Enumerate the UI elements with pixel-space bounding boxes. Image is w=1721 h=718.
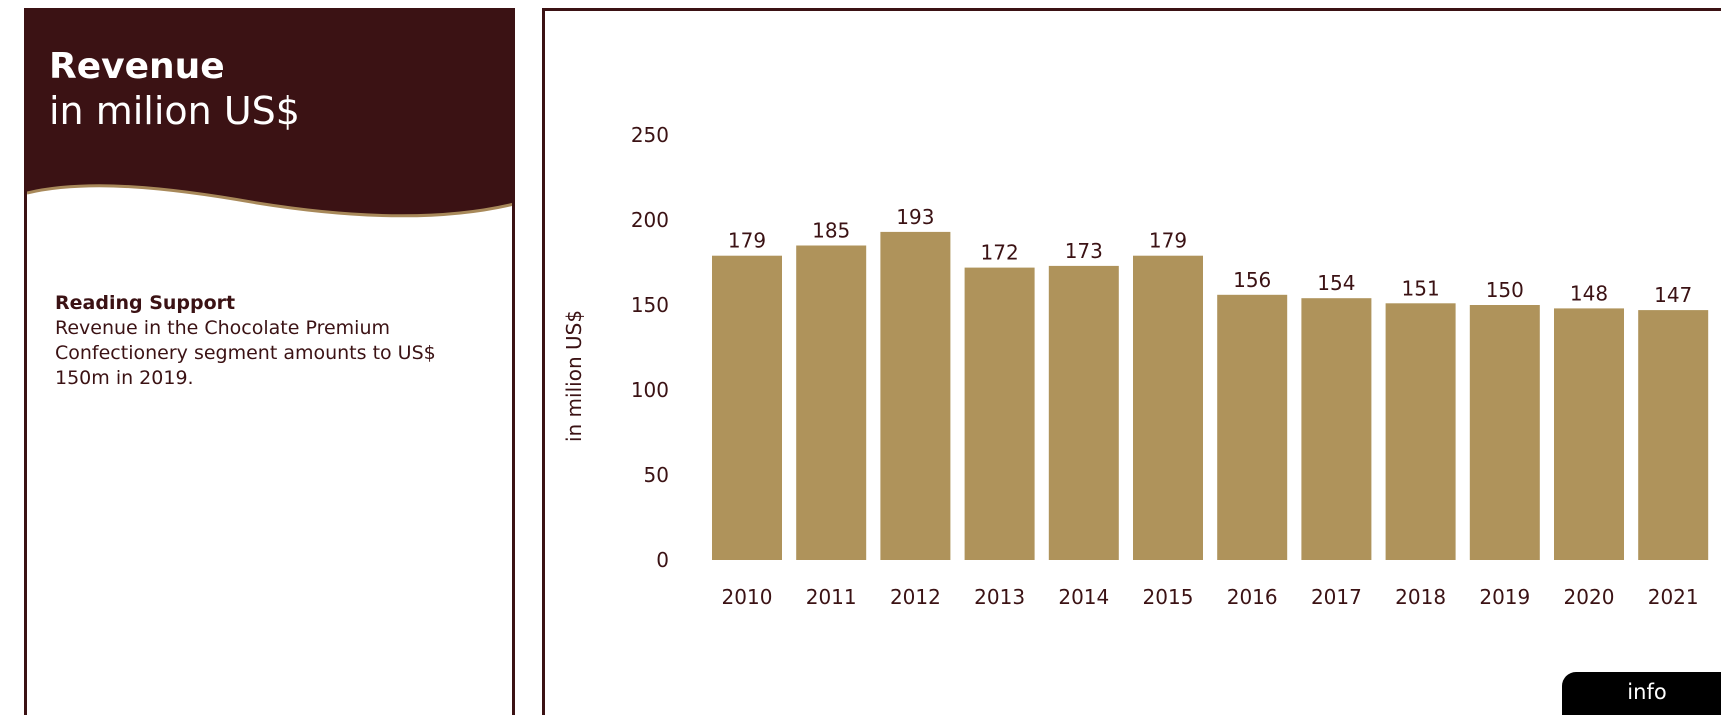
x-tick-label: 2019 bbox=[1479, 585, 1530, 609]
x-tick-label: 2014 bbox=[1058, 585, 1109, 609]
revenue-bar-chart: in milion US$ 0 50 100 150 200 250 179 2010 185 2… bbox=[562, 123, 1709, 609]
header-wave-line bbox=[27, 184, 512, 218]
bar-value-label: 156 bbox=[1233, 268, 1271, 292]
bar bbox=[712, 255, 782, 560]
bar-value-label: 172 bbox=[981, 241, 1019, 265]
bar bbox=[1301, 298, 1372, 560]
x-tick-label: 2016 bbox=[1227, 585, 1278, 609]
bar bbox=[1048, 265, 1119, 560]
bar bbox=[1554, 308, 1624, 560]
chart-panel: in milion US$ 0 50 100 150 200 250 179 2010 185 2… bbox=[542, 8, 1721, 715]
title-block: Revenue in milion US$ bbox=[49, 45, 300, 133]
y-tick-label: 50 bbox=[644, 463, 669, 487]
bar bbox=[964, 267, 1035, 560]
bar-value-label: 147 bbox=[1654, 283, 1692, 307]
x-tick-label: 2018 bbox=[1395, 585, 1446, 609]
page-title: Revenue bbox=[49, 46, 225, 87]
bar-value-label: 179 bbox=[1149, 229, 1187, 253]
info-button[interactable]: info bbox=[1562, 672, 1721, 715]
bar-value-label: 179 bbox=[728, 229, 766, 253]
bar bbox=[1638, 310, 1709, 560]
x-tick-label: 2010 bbox=[722, 585, 773, 609]
bar bbox=[1385, 303, 1456, 560]
y-tick-label: 250 bbox=[631, 123, 669, 147]
info-panel: Revenue in milion US$ Reading Support Re… bbox=[24, 8, 515, 715]
bar bbox=[1469, 305, 1540, 560]
bar-value-label: 193 bbox=[896, 205, 934, 229]
y-tick-label: 200 bbox=[631, 208, 669, 232]
bar-value-label: 173 bbox=[1065, 239, 1103, 263]
bar bbox=[796, 245, 867, 560]
bar-value-label: 150 bbox=[1486, 278, 1524, 302]
x-tick-label: 2017 bbox=[1311, 585, 1362, 609]
bar bbox=[1217, 294, 1288, 560]
x-tick-label: 2013 bbox=[974, 585, 1025, 609]
y-tick-label: 150 bbox=[631, 293, 669, 317]
x-tick-label: 2020 bbox=[1564, 585, 1615, 609]
bar bbox=[1133, 255, 1203, 560]
reading-support-text: Revenue in the Chocolate Premium Confect… bbox=[55, 317, 436, 389]
bar-value-label: 148 bbox=[1570, 281, 1608, 305]
y-tick-label: 100 bbox=[631, 378, 669, 402]
header-background bbox=[27, 11, 512, 216]
y-tick-label: 0 bbox=[656, 548, 669, 572]
reading-support: Reading Support Revenue in the Chocolate… bbox=[55, 291, 455, 391]
header-wave bbox=[27, 11, 512, 218]
x-tick-label: 2021 bbox=[1648, 585, 1699, 609]
bar-value-label: 185 bbox=[812, 219, 850, 243]
x-tick-label: 2015 bbox=[1143, 585, 1194, 609]
x-tick-label: 2012 bbox=[890, 585, 941, 609]
bar bbox=[880, 231, 951, 560]
y-axis-label: in milion US$ bbox=[562, 310, 586, 442]
bar-value-label: 154 bbox=[1317, 271, 1355, 295]
x-tick-label: 2011 bbox=[806, 585, 857, 609]
reading-support-title: Reading Support bbox=[55, 292, 236, 314]
bar-value-label: 151 bbox=[1402, 276, 1440, 300]
page-subtitle: in milion US$ bbox=[49, 89, 300, 133]
